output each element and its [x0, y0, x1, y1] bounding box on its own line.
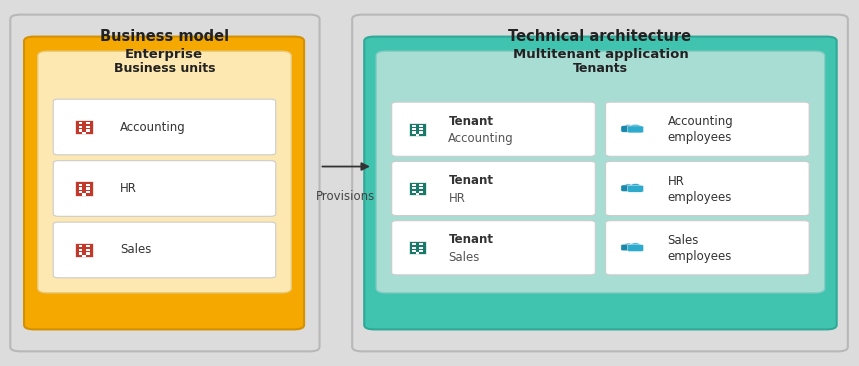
- Bar: [412, 250, 416, 252]
- Circle shape: [624, 243, 633, 247]
- FancyBboxPatch shape: [364, 37, 837, 329]
- FancyBboxPatch shape: [392, 161, 595, 216]
- Text: employees: employees: [667, 131, 732, 145]
- Bar: [86, 253, 90, 255]
- FancyBboxPatch shape: [409, 123, 426, 136]
- Text: Tenant: Tenant: [448, 115, 493, 128]
- FancyBboxPatch shape: [10, 15, 320, 351]
- Bar: [419, 128, 423, 130]
- Bar: [78, 130, 82, 132]
- Text: Business model: Business model: [101, 29, 229, 44]
- Circle shape: [624, 124, 633, 128]
- FancyBboxPatch shape: [76, 243, 94, 257]
- Bar: [412, 187, 416, 190]
- Bar: [78, 122, 82, 124]
- FancyBboxPatch shape: [606, 161, 809, 216]
- Text: Enterprise: Enterprise: [125, 48, 203, 61]
- Bar: [78, 253, 82, 255]
- Text: HR: HR: [448, 191, 466, 205]
- Bar: [86, 184, 90, 186]
- Bar: [412, 125, 416, 127]
- Text: Technical architecture: Technical architecture: [509, 29, 691, 44]
- FancyBboxPatch shape: [606, 221, 809, 275]
- Bar: [78, 191, 82, 193]
- FancyBboxPatch shape: [76, 181, 94, 195]
- Bar: [78, 184, 82, 186]
- Bar: [416, 134, 419, 136]
- FancyBboxPatch shape: [53, 222, 276, 278]
- Text: Accounting: Accounting: [667, 115, 734, 128]
- FancyBboxPatch shape: [606, 102, 809, 156]
- FancyBboxPatch shape: [621, 244, 636, 251]
- Text: Accounting: Accounting: [120, 120, 186, 134]
- FancyBboxPatch shape: [38, 51, 291, 293]
- Bar: [86, 122, 90, 124]
- Bar: [78, 187, 82, 190]
- Text: Tenants: Tenants: [573, 62, 628, 75]
- FancyBboxPatch shape: [392, 221, 595, 275]
- Bar: [86, 187, 90, 190]
- Text: HR: HR: [120, 182, 137, 195]
- Bar: [412, 243, 416, 246]
- Text: Sales: Sales: [667, 234, 699, 247]
- Bar: [412, 191, 416, 193]
- Bar: [419, 243, 423, 246]
- Bar: [412, 247, 416, 249]
- Bar: [412, 128, 416, 130]
- Bar: [412, 184, 416, 186]
- Bar: [419, 125, 423, 127]
- Text: Multitenant application: Multitenant application: [513, 48, 688, 61]
- Bar: [419, 184, 423, 186]
- FancyBboxPatch shape: [409, 182, 426, 195]
- Circle shape: [631, 243, 641, 247]
- FancyBboxPatch shape: [53, 99, 276, 155]
- Bar: [419, 250, 423, 252]
- Bar: [419, 187, 423, 190]
- Circle shape: [624, 184, 633, 188]
- Bar: [86, 245, 90, 247]
- FancyBboxPatch shape: [392, 102, 595, 156]
- Bar: [416, 193, 419, 195]
- Text: Business units: Business units: [113, 62, 216, 75]
- FancyBboxPatch shape: [352, 15, 848, 351]
- Bar: [86, 130, 90, 132]
- Text: Provisions: Provisions: [316, 190, 375, 203]
- Text: Accounting: Accounting: [448, 132, 515, 145]
- Bar: [412, 131, 416, 134]
- FancyBboxPatch shape: [621, 185, 636, 191]
- Bar: [419, 247, 423, 249]
- Text: Sales: Sales: [120, 243, 152, 257]
- Text: employees: employees: [667, 191, 732, 204]
- Bar: [78, 249, 82, 251]
- Text: Sales: Sales: [448, 251, 480, 264]
- FancyBboxPatch shape: [627, 126, 643, 133]
- FancyBboxPatch shape: [409, 241, 426, 254]
- Bar: [78, 245, 82, 247]
- FancyBboxPatch shape: [53, 161, 276, 216]
- FancyBboxPatch shape: [76, 120, 94, 134]
- Circle shape: [631, 184, 641, 188]
- Bar: [82, 255, 86, 257]
- Bar: [419, 191, 423, 193]
- Text: employees: employees: [667, 250, 732, 263]
- FancyBboxPatch shape: [621, 126, 636, 132]
- Bar: [86, 126, 90, 128]
- Bar: [82, 132, 86, 134]
- Text: HR: HR: [667, 175, 685, 188]
- Bar: [419, 131, 423, 134]
- Bar: [86, 191, 90, 193]
- FancyBboxPatch shape: [24, 37, 304, 329]
- FancyBboxPatch shape: [627, 244, 643, 251]
- Text: Tenant: Tenant: [448, 233, 493, 246]
- FancyBboxPatch shape: [627, 185, 643, 192]
- Bar: [86, 249, 90, 251]
- Text: Tenant: Tenant: [448, 174, 493, 187]
- Circle shape: [631, 124, 641, 129]
- Bar: [82, 194, 86, 195]
- FancyBboxPatch shape: [376, 51, 825, 293]
- Bar: [78, 126, 82, 128]
- Bar: [416, 253, 419, 254]
